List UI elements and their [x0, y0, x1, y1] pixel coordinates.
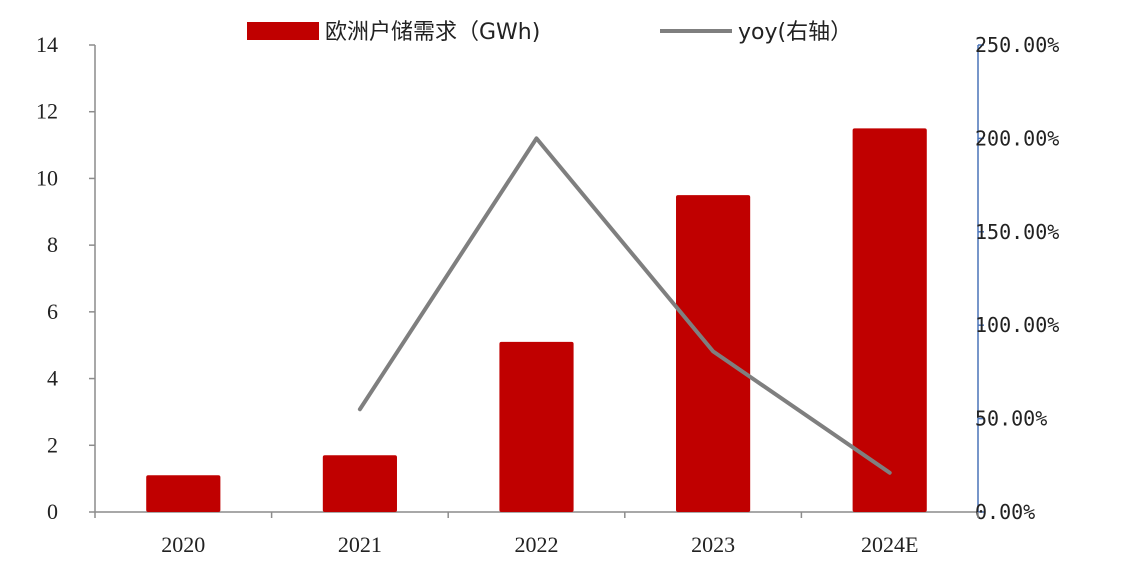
yoy-line [357, 136, 892, 475]
left-tick-label: 0 [47, 499, 58, 524]
x-tick-label: 2022 [515, 532, 559, 557]
right-tick-label: 200.00% [975, 126, 1059, 150]
bar [499, 341, 574, 512]
right-tick-label: 0.00% [975, 500, 1035, 524]
x-tick-label: 2023 [691, 532, 735, 557]
x-tick-label: 2024E [861, 532, 918, 557]
left-tick-label: 14 [36, 32, 58, 57]
left-tick-label: 2 [47, 432, 58, 457]
left-tick-label: 6 [47, 299, 58, 324]
right-y-ticks: 0.00% 50.00% 100.00% 150.00% 200.00% 250.00% [975, 33, 1059, 524]
right-tick-label: 150.00% [975, 220, 1059, 244]
legend-label-line: yoy(右轴） [738, 20, 852, 45]
x-tick-label: 2021 [338, 532, 382, 557]
left-y-ticks: 0 2 4 6 8 10 12 14 [36, 32, 95, 524]
bar [322, 455, 397, 512]
right-tick-label: 250.00% [975, 33, 1059, 57]
right-tick-label: 50.00% [975, 407, 1047, 431]
x-tick-label: 2020 [161, 532, 205, 557]
left-tick-label: 10 [36, 165, 58, 190]
legend-label-bar: 欧洲户储需求（GWh) [325, 20, 540, 45]
left-tick-label: 12 [36, 99, 58, 124]
left-tick-label: 4 [47, 366, 58, 391]
line-series [357, 136, 892, 475]
bar [146, 475, 221, 512]
left-tick-label: 8 [47, 232, 58, 257]
legend-swatch-bar [247, 22, 319, 40]
bar-series [146, 128, 927, 512]
right-tick-label: 100.00% [975, 313, 1059, 337]
legend: 欧洲户储需求（GWh) yoy(右轴） [247, 20, 852, 45]
x-ticks: 2020 2021 2022 2023 2024E [94, 512, 979, 557]
bar [852, 128, 927, 512]
